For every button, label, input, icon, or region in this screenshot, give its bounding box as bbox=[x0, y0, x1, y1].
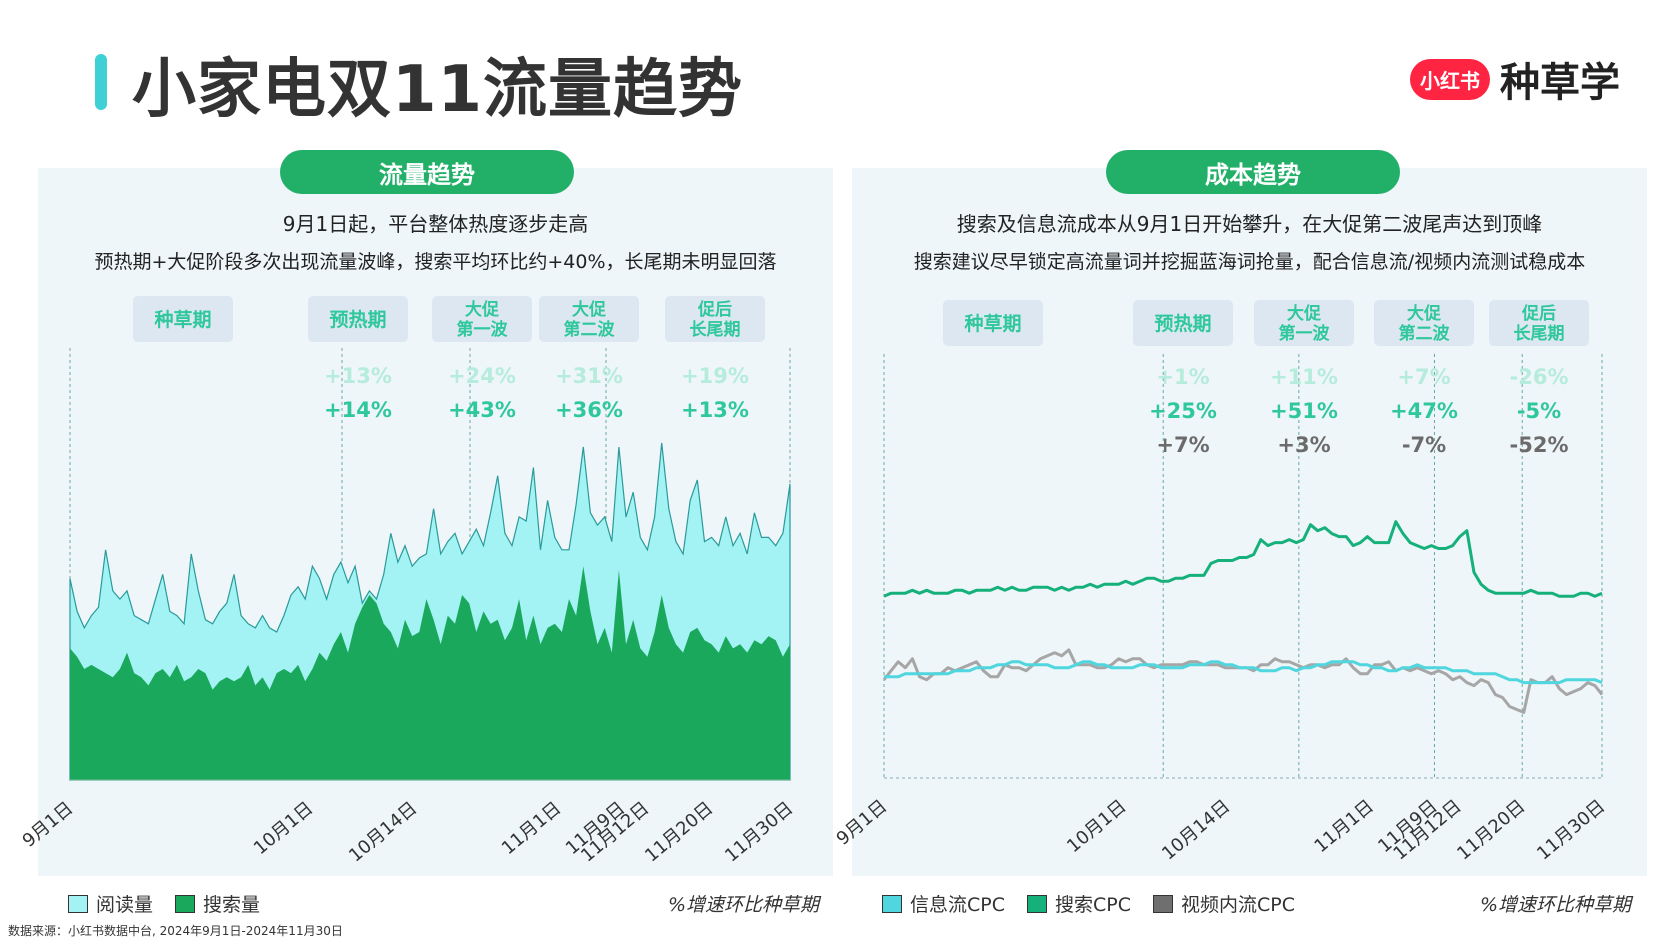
cost-pill: 成本趋势 bbox=[1106, 150, 1400, 194]
legend-label-info: 信息流CPC bbox=[910, 894, 1005, 916]
series-line-search bbox=[883, 520, 1603, 598]
x-tick-label: 11月30日 bbox=[1533, 796, 1609, 865]
phase-pct-label: +24% bbox=[448, 364, 516, 388]
legend-swatch-video bbox=[1153, 894, 1173, 913]
phase-label-box bbox=[1133, 300, 1233, 346]
phase-label: 大促 bbox=[572, 299, 606, 320]
phase-pct-label: +31% bbox=[555, 364, 623, 388]
legend-item-video: 视频内流CPC bbox=[1153, 890, 1295, 917]
legend-swatch-searchcpc bbox=[1027, 894, 1047, 913]
phase-pct-label: -26% bbox=[1510, 365, 1569, 389]
traffic-subtitle-2: 预热期+大促阶段多次出现流量波峰，搜索平均环比约+40%，长尾期未明显回落 bbox=[94, 251, 777, 273]
legend-item-search: 搜索量 bbox=[175, 890, 260, 917]
phase-label: 预热期 bbox=[1154, 312, 1211, 335]
phase-label: 种草期 bbox=[963, 312, 1021, 335]
x-tick-label: 10月14日 bbox=[1158, 796, 1234, 865]
phase-label: 大促 bbox=[1407, 303, 1441, 324]
phase-label-box bbox=[133, 296, 233, 342]
series-area-search bbox=[70, 566, 790, 780]
legend-item-searchcpc: 搜索CPC bbox=[1027, 890, 1131, 917]
x-tick-label: 11月1日 bbox=[1310, 796, 1377, 857]
page-title: 小家电双11流量趋势 bbox=[132, 53, 744, 127]
x-tick-label: 11月1日 bbox=[498, 798, 565, 859]
series-line-info bbox=[884, 660, 1603, 685]
legend-swatch-read bbox=[68, 894, 88, 913]
phase-label: 第一波 bbox=[1279, 323, 1331, 344]
phase-pct-label: +11% bbox=[1270, 365, 1338, 389]
x-tick-label: 10月1日 bbox=[1063, 796, 1130, 857]
phase-label: 长尾期 bbox=[690, 319, 741, 340]
cost-legend: 信息流CPC 搜索CPC 视频内流CPC bbox=[882, 890, 1317, 917]
x-tick-label: 9月1日 bbox=[833, 796, 892, 850]
phase-pct-label: +3% bbox=[1277, 433, 1330, 457]
phase-label-box bbox=[1254, 300, 1354, 346]
phase-label: 预热期 bbox=[329, 308, 386, 331]
phase-pct-label: +7% bbox=[1397, 365, 1450, 389]
cost-note: %增速环比种草期 bbox=[1480, 894, 1632, 916]
legend-item-read: 阅读量 bbox=[68, 890, 153, 917]
traffic-legend: 阅读量 搜索量 bbox=[68, 890, 282, 917]
x-tick-label: 10月1日 bbox=[250, 798, 317, 859]
cost-subtitle-2: 搜索建议尽早锁定高流量词并挖掘蓝海词抢量，配合信息流/视频内流测试稳成本 bbox=[913, 251, 1586, 273]
phase-label-box bbox=[665, 296, 765, 342]
x-tick-label: 10月14日 bbox=[345, 798, 421, 867]
series-line-video bbox=[882, 648, 1604, 714]
phase-label-box bbox=[308, 296, 408, 342]
legend-label-searchcpc: 搜索CPC bbox=[1055, 894, 1131, 916]
phase-pct-label: +19% bbox=[681, 364, 749, 388]
phase-pct-label: +47% bbox=[1390, 399, 1458, 423]
phase-pct-label: -5% bbox=[1517, 399, 1561, 423]
legend-swatch-info bbox=[882, 894, 902, 913]
x-tick-label: 11月20日 bbox=[641, 798, 717, 867]
phase-pct-label: -7% bbox=[1402, 433, 1446, 457]
phase-pct-label: +51% bbox=[1270, 399, 1338, 423]
legend-swatch-search bbox=[175, 894, 196, 913]
legend-label-read: 阅读量 bbox=[96, 894, 154, 916]
brand-text: 种草学 bbox=[1500, 60, 1620, 106]
x-tick-label: 11月30日 bbox=[721, 798, 797, 867]
data-source: 数据来源：小红书数据中台, 2024年9月1日-2024年11月30日 bbox=[8, 924, 343, 938]
phase-pct-label: +7% bbox=[1156, 433, 1209, 457]
phase-pct-label: +1% bbox=[1156, 365, 1209, 389]
phase-pct-label: +25% bbox=[1149, 399, 1217, 423]
traffic-subtitle-1: 9月1日起，平台整体热度逐步走高 bbox=[282, 212, 589, 236]
phase-label: 第一波 bbox=[457, 319, 509, 340]
legend-label-search: 搜索量 bbox=[203, 894, 261, 916]
traffic-pill: 流量趋势 bbox=[280, 150, 574, 194]
phase-label: 第二波 bbox=[1399, 323, 1451, 344]
phase-pct-label: +13% bbox=[324, 364, 392, 388]
phase-label: 第二波 bbox=[564, 319, 616, 340]
phase-pct-label: +13% bbox=[681, 398, 749, 422]
phase-label-box bbox=[943, 300, 1043, 346]
phase-pct-label: -52% bbox=[1510, 433, 1569, 457]
legend-label-video: 视频内流CPC bbox=[1181, 894, 1295, 916]
title-accent-bar bbox=[95, 54, 107, 110]
phase-pct-label: +36% bbox=[555, 398, 623, 422]
x-tick-label: 9月1日 bbox=[19, 798, 78, 852]
phase-label: 种草期 bbox=[153, 308, 211, 331]
phase-label-box bbox=[1489, 300, 1589, 346]
phase-pct-label: +14% bbox=[324, 398, 392, 422]
brand-logo: 小红书 bbox=[1410, 58, 1490, 100]
phase-label: 促后 bbox=[697, 299, 732, 320]
legend-item-info: 信息流CPC bbox=[882, 890, 1005, 917]
phase-label-box bbox=[432, 296, 532, 342]
phase-label-box bbox=[1374, 300, 1474, 346]
phase-label-box bbox=[539, 296, 639, 342]
phase-label: 促后 bbox=[1521, 303, 1556, 324]
phase-label: 大促 bbox=[465, 299, 499, 320]
traffic-note: %增速环比种草期 bbox=[668, 894, 820, 916]
cost-subtitle-1: 搜索及信息流成本从9月1日开始攀升，在大促第二波尾声达到顶峰 bbox=[956, 212, 1543, 236]
phase-pct-label: +43% bbox=[448, 398, 516, 422]
x-tick-label: 11月20日 bbox=[1453, 796, 1529, 865]
cost-panel bbox=[852, 168, 1647, 876]
brand: 小红书 种草学 bbox=[1410, 50, 1620, 108]
phase-label: 长尾期 bbox=[1514, 323, 1565, 344]
phase-label: 大促 bbox=[1287, 303, 1321, 324]
